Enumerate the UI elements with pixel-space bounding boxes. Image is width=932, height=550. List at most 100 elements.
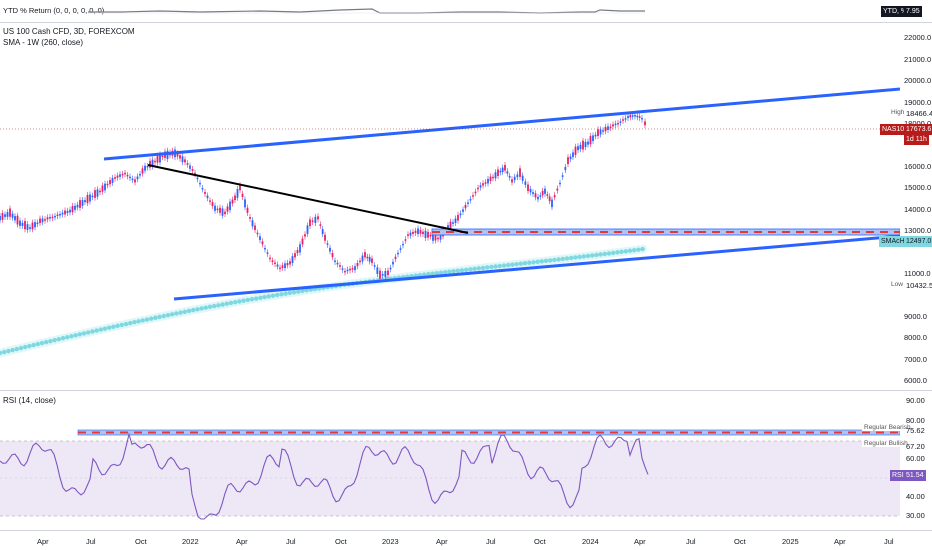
x-label: Jul — [286, 537, 296, 546]
candle-body — [9, 208, 11, 217]
candle-body — [311, 220, 314, 223]
x-label: Apr — [834, 537, 846, 546]
regular-bullish-value: 67.20 — [906, 442, 925, 451]
candle-body — [64, 210, 66, 215]
candle-body — [141, 168, 144, 174]
candle-body — [539, 195, 542, 197]
candle-body — [529, 188, 532, 193]
x-label: Oct — [534, 537, 546, 546]
candle-body — [324, 234, 326, 241]
price-y-axis[interactable]: 22000.0 21000.0 20000.0 19000.0 18000.0 … — [900, 23, 932, 390]
sma-dot — [6, 348, 11, 354]
candle-body — [417, 228, 419, 235]
candle-body — [34, 222, 36, 228]
sma-dot — [506, 262, 511, 268]
symbol-title[interactable]: US 100 Cash CFD, 3D, FOREXCOM — [3, 27, 135, 36]
sma-dot — [199, 306, 204, 311]
sma-dot — [228, 300, 234, 306]
y-label: 22000.0 — [904, 33, 932, 42]
candle-body — [161, 155, 164, 158]
sma-badge: SMAcHA — [879, 236, 912, 247]
sma-dot — [543, 258, 549, 264]
candle-body — [462, 209, 464, 212]
candle-body — [414, 230, 417, 234]
rsi-pane[interactable]: RSI (14, close) 90.00 80.00 60.00 40.00 … — [0, 391, 932, 527]
sma-dot — [81, 331, 87, 336]
candle-body — [521, 175, 524, 181]
sma-dot — [564, 256, 570, 261]
sma-dot — [430, 271, 435, 276]
sma-dot — [52, 337, 57, 343]
candle-body — [71, 205, 74, 213]
candle-body — [371, 258, 373, 264]
candle-body — [511, 179, 513, 183]
candle-body — [99, 190, 101, 193]
sma-dot — [619, 249, 624, 255]
sma-dot — [132, 320, 137, 325]
candle-body — [341, 268, 344, 270]
sma-dot — [216, 303, 221, 308]
candle-body — [361, 255, 364, 262]
sma-dot — [606, 251, 612, 256]
sma-dot — [56, 336, 61, 342]
x-label: Apr — [436, 537, 448, 546]
sma-dot — [283, 291, 288, 296]
sma-dot — [472, 266, 477, 272]
sma-indicator-label[interactable]: SMA - 1W (260, close) — [3, 38, 84, 47]
candle-body — [556, 188, 559, 191]
sma-dot — [27, 343, 32, 349]
main-pane[interactable]: US 100 Cash CFD, 3D, FOREXCOM SMA - 1W (… — [0, 23, 932, 390]
rsi-chart[interactable] — [0, 391, 900, 527]
candle-body — [79, 200, 81, 208]
price-chart[interactable] — [0, 23, 900, 390]
candle-body — [276, 264, 279, 267]
candle-body — [604, 126, 607, 132]
sma-dot — [258, 295, 263, 300]
sma-dot — [153, 315, 158, 320]
candle-body — [211, 202, 214, 207]
candle-body — [339, 265, 341, 267]
candle-body — [449, 221, 452, 229]
time-x-axis[interactable]: Apr Jul Oct 2022 Apr Jul Oct 2023 Apr Ju… — [0, 530, 900, 550]
candle-body — [231, 199, 234, 204]
candle-body — [569, 156, 572, 160]
upper-channel-trendline — [103, 87, 900, 161]
rsi-y-axis[interactable]: 90.00 80.00 60.00 40.00 30.00 — [900, 391, 932, 527]
candle-body — [624, 118, 627, 120]
candle-body — [136, 176, 139, 180]
candle-body — [26, 224, 29, 230]
rsi-y-label: 90.00 — [906, 396, 925, 405]
rsi-y-label: 40.00 — [906, 492, 925, 501]
candle-body — [234, 195, 236, 201]
candle-body — [429, 234, 432, 237]
candle-body — [224, 211, 226, 215]
sma-dot — [573, 255, 578, 260]
candle-body — [592, 135, 594, 142]
candle-body — [559, 182, 561, 185]
candle-body — [479, 185, 482, 188]
candle-body — [131, 178, 134, 181]
candle-body — [609, 126, 612, 129]
sma-dot — [535, 259, 540, 265]
regular-bearish-value: 75.62 — [906, 426, 925, 435]
candle-body — [59, 214, 61, 216]
candle-body — [309, 219, 311, 227]
candle-body — [216, 208, 219, 211]
candle-body — [527, 184, 529, 191]
x-label: Oct — [135, 537, 147, 546]
candle-body — [409, 232, 412, 236]
rsi-title[interactable]: RSI (14, close) — [3, 396, 56, 405]
candle-body — [279, 267, 281, 269]
candle-body — [381, 274, 384, 276]
pane-separator-rsi[interactable] — [0, 390, 932, 391]
sma-dot — [476, 266, 481, 271]
pane-separator-top[interactable] — [0, 22, 932, 23]
candle-body — [641, 117, 643, 120]
candle-body — [109, 180, 111, 185]
ytd-indicator-label[interactable]: YTD % Return (0, 0, 0, 0, 0, 0) — [3, 6, 105, 15]
x-label: 2023 — [382, 537, 399, 546]
candle-body — [41, 218, 44, 223]
sma-dot — [77, 332, 83, 337]
candle-body — [29, 227, 31, 229]
candle-body — [289, 261, 291, 265]
